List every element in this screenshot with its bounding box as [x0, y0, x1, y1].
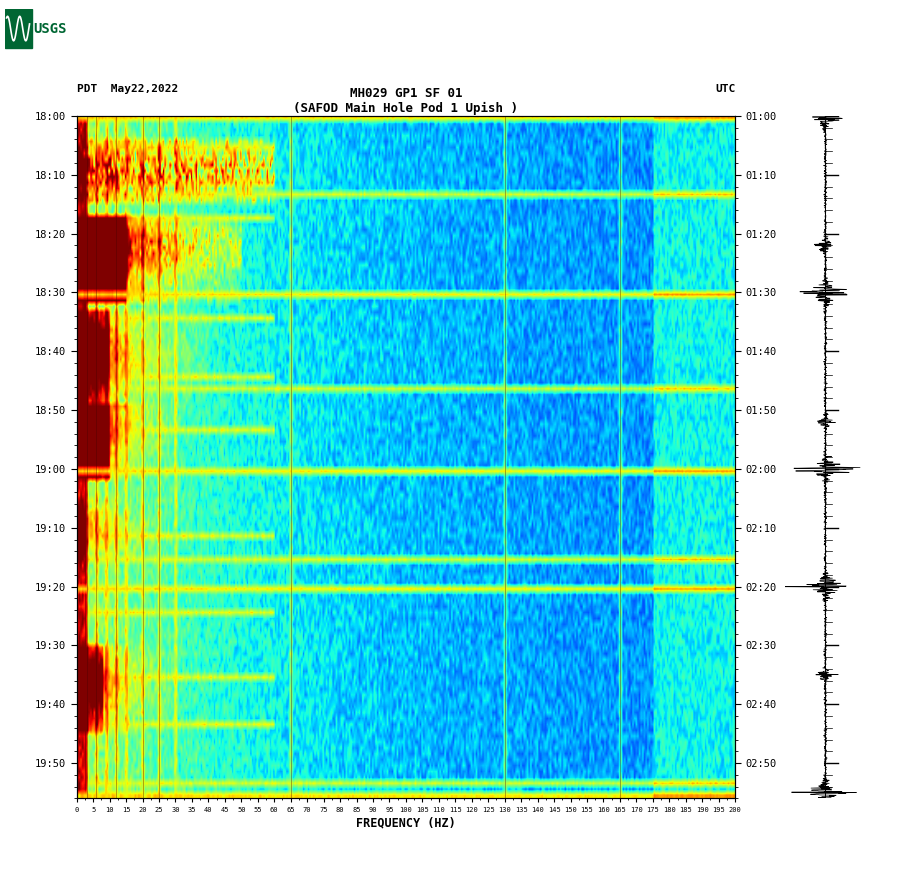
- X-axis label: FREQUENCY (HZ): FREQUENCY (HZ): [356, 816, 456, 830]
- Text: PDT  May22,2022: PDT May22,2022: [77, 84, 178, 94]
- Text: UTC: UTC: [715, 84, 735, 94]
- Title: MH029 GP1 SF 01
(SAFOD Main Hole Pod 1 Upish ): MH029 GP1 SF 01 (SAFOD Main Hole Pod 1 U…: [293, 87, 519, 115]
- Bar: [5, 9, 32, 48]
- Text: USGS: USGS: [33, 21, 67, 36]
